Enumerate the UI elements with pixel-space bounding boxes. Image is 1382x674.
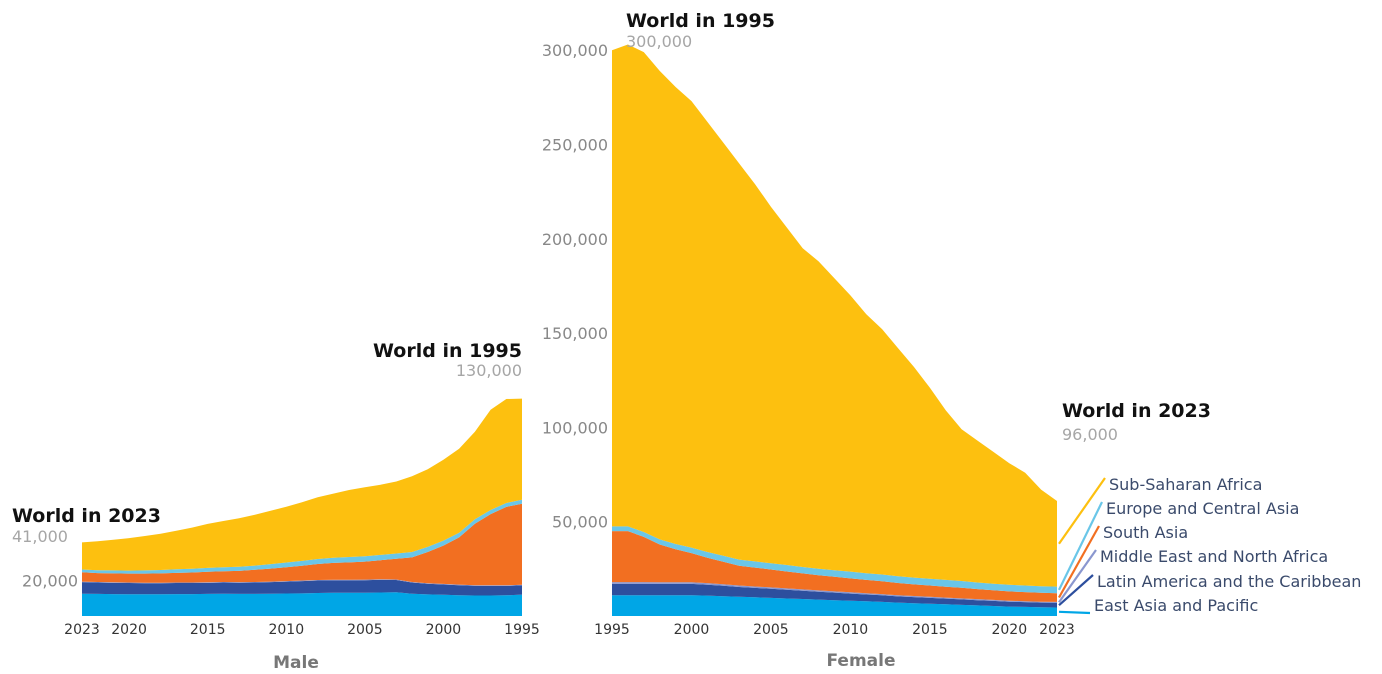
male-annotation-1995-label: World in 1995 [373,340,522,362]
legend-leader-south-asia [1058,525,1100,599]
female-annotation-1995-value: 300,000 [626,32,692,51]
male-annotation-2023-value: 41,000 [12,527,68,546]
male-x-tick-label: 2005 [347,622,383,638]
female-x-axis: 1995 2000 2005 2010 2015 2020 2023 [594,622,1075,638]
female-area-latin-america-and-the-caribbean [612,583,1057,608]
female-y-tick-label: 300,000 [542,41,608,60]
female-annotation-2023-value: 96,000 [1062,425,1118,444]
female-x-axis-title: Female [827,651,896,671]
legend: East Asia and Pacific Latin America and t… [1058,475,1361,615]
male-area-europe-and-central-asia [82,499,522,574]
male-area-series [82,398,522,616]
legend-leader-east-asia-and-pacific [1058,610,1091,615]
female-annotation-1995-label: World in 1995 [626,10,775,32]
female-x-tick-label: 2010 [833,622,869,638]
female-area-series [612,44,1057,616]
female-panel: 1995 2000 2005 2010 2015 2020 2023 50,000 100,0… [542,10,1211,671]
female-y-tick-label: 150,000 [542,324,608,343]
female-x-tick-label: 2005 [753,622,789,638]
male-x-tick-label: 2015 [190,622,226,638]
female-y-tick-label: 100,000 [542,418,608,437]
male-area-middle-east-and-north-africa [82,579,522,586]
male-area-south-asia [82,503,522,586]
male-annotation-1995-value: 130,000 [456,361,522,380]
legend-label-latin-america-and-the-caribbean: Latin America and the Caribbean [1097,572,1361,591]
legend-leader-sub-saharan-africa [1058,477,1106,545]
female-x-tick-label: 2020 [991,622,1027,638]
female-x-tick-label: 1995 [594,622,630,638]
legend-label-middle-east-and-north-africa: Middle East and North Africa [1100,547,1328,566]
legend-label-south-asia: South Asia [1103,523,1188,542]
male-x-axis: 2023 2020 2015 2010 2005 2000 1995 [64,622,540,638]
male-x-tick-label: 2020 [111,622,147,638]
legend-leader-middle-east-and-north-africa [1058,549,1097,603]
male-x-tick-label: 2023 [64,622,100,638]
female-x-tick-label: 2015 [912,622,948,638]
male-x-tick-label: 1995 [504,622,540,638]
male-annotation-2023-label: World in 2023 [12,505,161,527]
legend-label-east-asia-and-pacific: East Asia and Pacific [1094,596,1258,615]
male-y-tick-label: 20,000 [22,571,78,590]
legend-label-sub-saharan-africa: Sub-Saharan Africa [1109,475,1262,494]
female-x-tick-label: 2000 [674,622,710,638]
female-y-tick-label: 50,000 [552,513,608,532]
legend-leader-europe-and-central-asia [1058,501,1103,591]
male-x-tick-label: 2000 [426,622,462,638]
female-x-tick-label: 2023 [1039,622,1075,638]
male-area-latin-america-and-the-caribbean [82,579,522,596]
legend-label-europe-and-central-asia: Europe and Central Asia [1106,499,1299,518]
male-x-tick-label: 2010 [268,622,304,638]
legend-leader-latin-america-and-the-caribbean [1058,574,1094,607]
female-y-axis: 50,000 100,000 150,000 200,000 250,000 300,00… [542,41,608,532]
female-annotation-2023-label: World in 2023 [1062,400,1211,422]
female-area-east-asia-and-pacific [612,595,1057,616]
female-area-south-asia [612,531,1057,602]
female-area-sub-saharan-africa [612,44,1057,587]
female-area-middle-east-and-north-africa [612,582,1057,603]
male-area-east-asia-and-pacific [82,592,522,616]
female-area-europe-and-central-asia [612,526,1057,594]
male-area-sub-saharan-africa [82,398,522,571]
female-y-tick-label: 200,000 [542,230,608,249]
male-y-axis: 20,000 [22,571,78,590]
female-y-tick-label: 250,000 [542,136,608,155]
male-panel: 2023 2020 2015 2010 2005 2000 1995 20,000 Male… [12,340,540,673]
male-x-axis-title: Male [273,653,319,673]
